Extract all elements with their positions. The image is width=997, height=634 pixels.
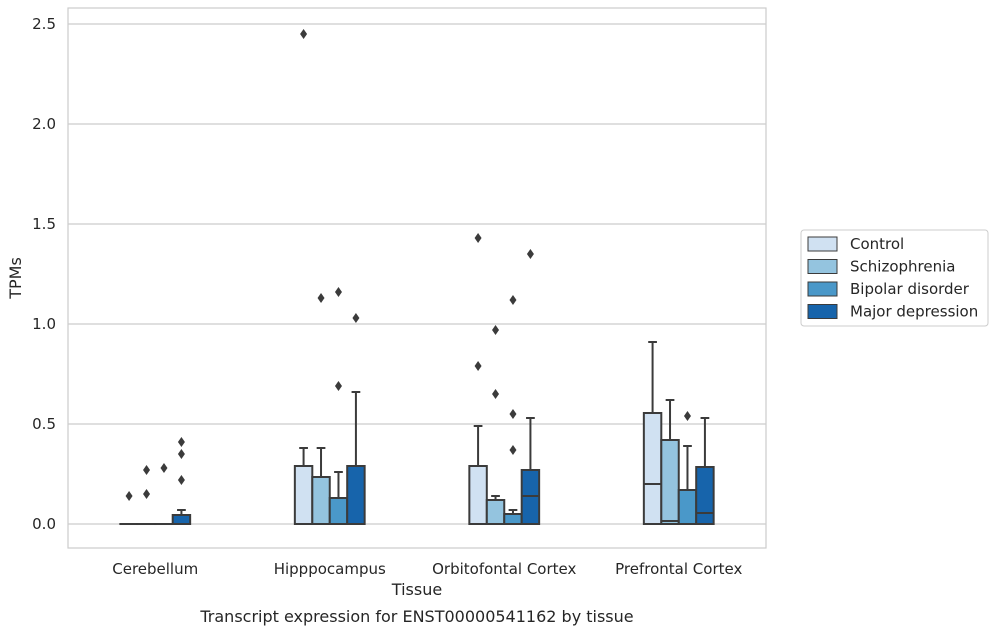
legend-label: Bipolar disorder <box>850 280 970 298</box>
legend-frame <box>800 229 989 327</box>
box <box>503 513 523 525</box>
chart-caption: Transcript expression for ENST0000054116… <box>199 607 633 626</box>
legend-label: Major depression <box>850 303 978 321</box>
box <box>328 497 349 525</box>
outlier-point <box>352 313 360 323</box>
x-tick-label: Prefrontal Cortex <box>615 560 742 578</box>
outlier-point <box>334 287 342 297</box>
box <box>660 439 680 525</box>
y-tick-label: 1.5 <box>32 215 56 233</box>
outlier-point <box>177 437 185 447</box>
outlier-point <box>474 233 482 243</box>
x-tick-label: Orbitofontal Cortex <box>432 560 576 578</box>
outlier-point <box>125 491 133 501</box>
plot-area-frame <box>67 7 767 549</box>
outlier-point <box>317 293 325 303</box>
outlier-point <box>509 445 517 455</box>
outlier-point <box>143 489 151 499</box>
box <box>293 465 314 525</box>
legend-swatch <box>807 259 838 274</box>
y-tick-label: 0.0 <box>32 515 56 533</box>
box <box>171 514 192 525</box>
outlier-point <box>474 361 482 371</box>
box <box>677 489 698 525</box>
legend-swatch <box>807 304 838 319</box>
outlier-point <box>160 463 168 473</box>
outlier-point <box>143 465 151 475</box>
outlier-point <box>492 325 500 335</box>
legend-swatch <box>807 281 838 297</box>
y-tick-label: 0.5 <box>32 415 56 433</box>
legend: Control Schizophrenia Bipolar disorder Majo… <box>800 229 989 327</box>
outlier-point <box>492 389 500 399</box>
outlier-point <box>177 475 185 485</box>
x-tick-label: Cerebellum <box>112 560 198 578</box>
box <box>642 412 663 525</box>
box <box>695 466 715 525</box>
outlier-point <box>300 29 308 39</box>
legend-label: Schizophrenia <box>850 258 955 276</box>
outlier-points <box>125 29 691 501</box>
box-series <box>119 341 715 526</box>
legend-swatch <box>807 236 838 252</box>
box <box>311 476 331 525</box>
y-tick-label: 2.5 <box>32 15 56 33</box>
outlier-point <box>177 449 185 459</box>
outlier-point <box>526 249 534 259</box>
box <box>346 465 366 525</box>
y-tick-label: 1.0 <box>32 315 56 333</box>
box <box>485 499 506 525</box>
outlier-point <box>683 411 691 421</box>
outlier-point <box>509 409 517 419</box>
outlier-point <box>334 381 342 391</box>
legend-label: Control <box>850 235 904 253</box>
y-axis-label: TPMs <box>6 257 25 300</box>
x-tick-labels: Cerebellum Hipppocampus Orbitofontal Corte… <box>112 560 742 578</box>
x-tick-label: Hipppocampus <box>274 560 386 578</box>
y-tick-labels: 0.0 0.5 1.0 1.5 2.0 2.5 <box>32 15 56 533</box>
outlier-point <box>509 295 517 305</box>
y-tick-label: 2.0 <box>32 115 56 133</box>
box <box>468 465 488 525</box>
x-axis-label: Tissue <box>391 580 442 599</box>
